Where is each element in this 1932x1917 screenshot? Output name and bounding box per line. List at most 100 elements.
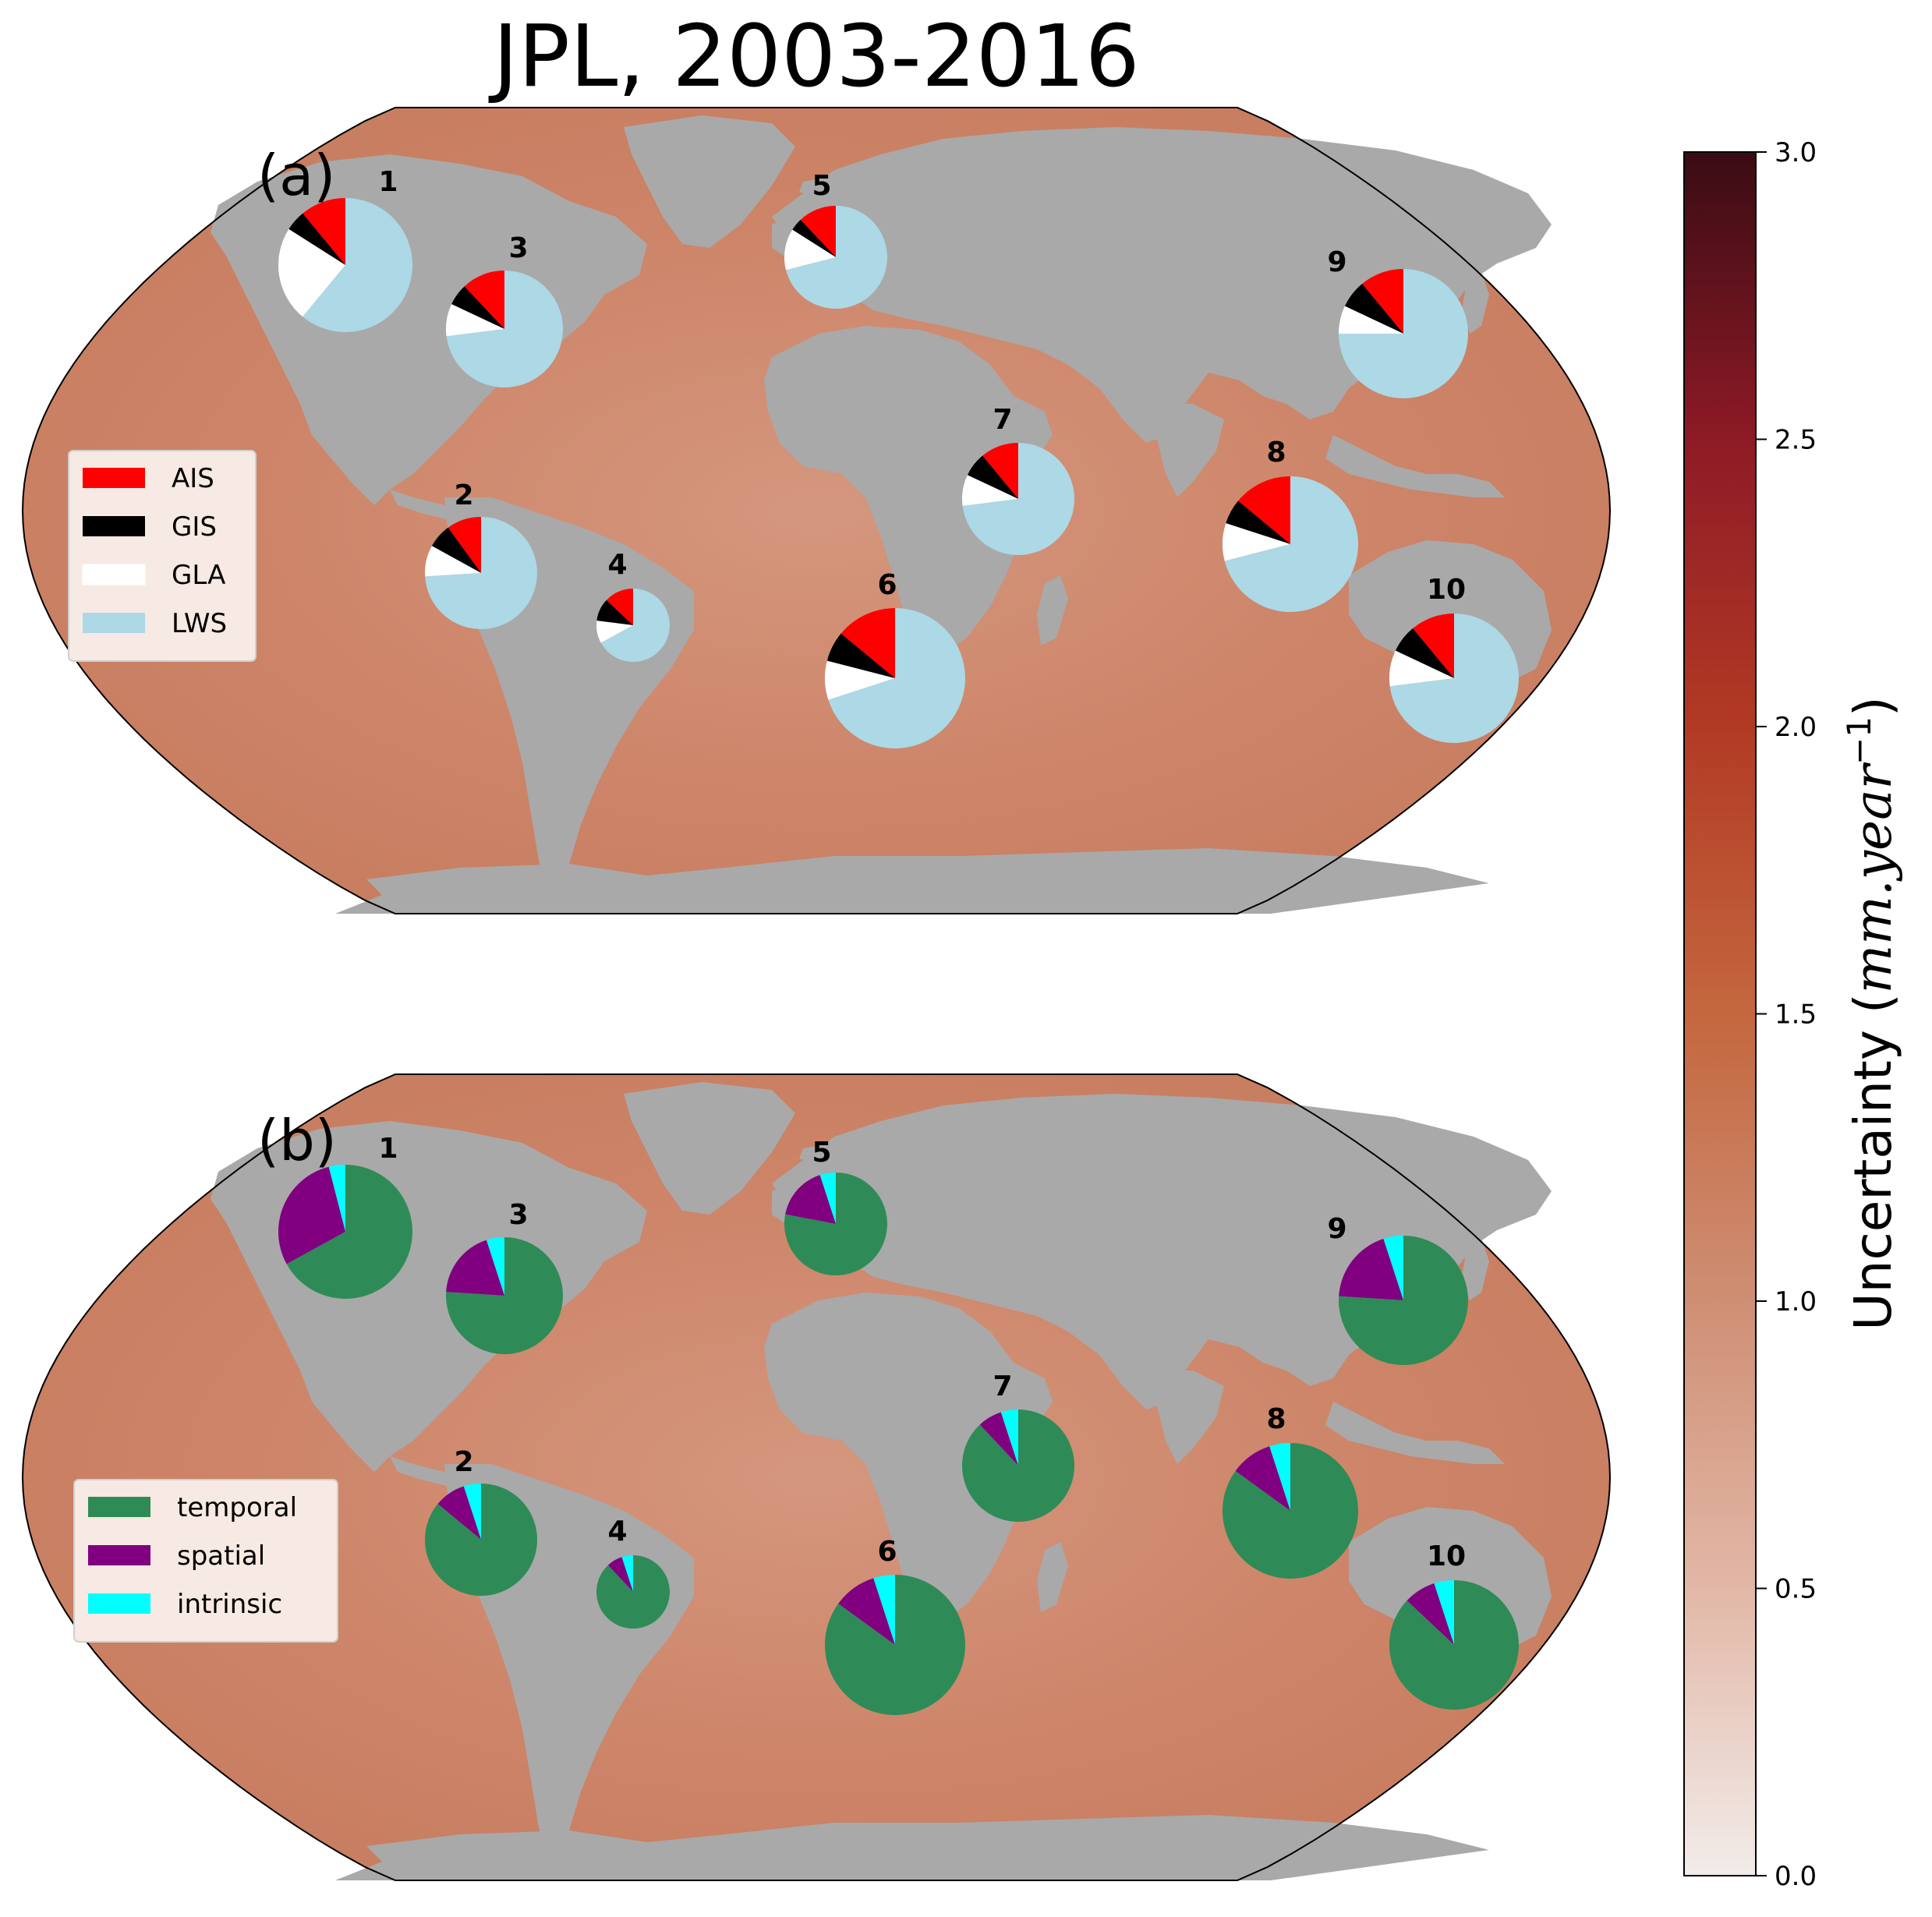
pie-slice-intrinsic <box>328 1165 345 1232</box>
antarctica-land <box>335 1815 1489 1880</box>
pie-slice-gis <box>967 455 1018 499</box>
panel-a: (a) 1 2 3 4 5 6 7 8 9 10 AIS GIS GLA LWS <box>21 107 1612 914</box>
region-number: 4 <box>607 549 627 581</box>
legend-swatch-gis <box>83 516 145 536</box>
region-number: 6 <box>877 569 897 601</box>
pie-region-3: 3 <box>445 232 563 387</box>
region-number: 1 <box>378 1133 398 1165</box>
pie-slice-gis <box>596 600 633 625</box>
region-number: 2 <box>454 1446 473 1478</box>
colorbar-tick-label: 2.0 <box>1775 712 1817 743</box>
japan-land <box>1462 271 1489 334</box>
region-number: 7 <box>993 404 1012 436</box>
pie-slice-gla <box>596 621 633 643</box>
colorbar-label-close: ) <box>1843 696 1903 716</box>
pie-slice-spatial <box>1339 1239 1403 1300</box>
pie-slice-intrinsic <box>1000 1409 1018 1466</box>
pie-slice-intrinsic <box>621 1555 633 1592</box>
pie-slice-ais <box>303 198 345 265</box>
pie-region-5: 5 <box>784 170 887 309</box>
madagascar-land <box>1037 575 1068 645</box>
region-number: 5 <box>812 170 831 202</box>
legend-box <box>68 450 257 662</box>
pie-slice-spatial <box>838 1578 895 1645</box>
pie-slice-gla <box>824 660 895 700</box>
pie-region-7: 7 <box>961 1371 1074 1522</box>
iceland-land <box>799 178 834 197</box>
pie-region-2: 2 <box>425 1446 538 1596</box>
pie-slice-gla <box>962 475 1018 507</box>
region-number: 9 <box>1327 1213 1346 1245</box>
region-number: 8 <box>1266 437 1286 469</box>
colorbar-tick-label: 1.0 <box>1775 1286 1817 1317</box>
pie-slice-lws <box>1389 614 1519 744</box>
pie-slice-ais <box>800 206 836 257</box>
pie-slice-spatial <box>607 1557 633 1592</box>
legend-label: intrinsic <box>177 1589 282 1620</box>
pie-slice-spatial <box>437 1486 481 1540</box>
india-land <box>1154 404 1224 497</box>
pie-slice-gis <box>826 633 895 678</box>
legend-label: GIS <box>172 511 217 543</box>
pie-slice-gis <box>1395 628 1454 678</box>
region-number: 1 <box>378 166 398 198</box>
region-number: 10 <box>1427 574 1466 606</box>
panel-label: (b) <box>257 1108 337 1173</box>
pie-slice-gla <box>445 304 504 337</box>
pie-region-5: 5 <box>784 1137 888 1276</box>
pie-slice-ais <box>982 443 1018 499</box>
pie-slice-temporal <box>1338 1236 1468 1365</box>
pie-slice-ais <box>448 517 481 573</box>
iceland-land <box>799 1144 834 1164</box>
pie-region-6: 6 <box>824 569 965 748</box>
legend-label: LWS <box>172 608 227 639</box>
colorbar-tick-label: 1.5 <box>1775 999 1817 1031</box>
pie-slice-ais <box>606 589 633 625</box>
pie-slice-ais <box>464 271 504 329</box>
pie-slice-lws <box>962 443 1075 555</box>
pie-slice-temporal <box>286 1165 413 1299</box>
pie-slice-lws <box>828 608 965 748</box>
pie-slice-lws <box>1224 476 1358 612</box>
pie-slice-spatial <box>1235 1446 1290 1511</box>
pie-slice-intrinsic <box>1383 1236 1403 1300</box>
pie-slice-intrinsic <box>486 1237 504 1296</box>
pie-slice-spatial <box>278 1166 345 1264</box>
legend-swatch-spatial <box>88 1545 150 1565</box>
pie-region-10: 10 <box>1389 574 1519 744</box>
africa-land <box>764 326 1053 653</box>
pie-region-3: 3 <box>446 1199 564 1355</box>
legend-swatch-gla <box>82 564 146 585</box>
pie-slice-intrinsic <box>1434 1579 1454 1645</box>
colorbar-ticks: 0.0 0.5 1.0 1.5 2.0 2.5 3.0 <box>1756 137 1817 1892</box>
pie-slice-gla <box>278 228 345 317</box>
region-number: 10 <box>1427 1540 1466 1572</box>
legend-b: temporal spatial intrinsic <box>73 1479 338 1643</box>
colorbar-tick-label: 0.5 <box>1775 1574 1817 1605</box>
pie-region-4: 4 <box>596 1516 671 1629</box>
colorbar-bar <box>1683 151 1757 1876</box>
pie-slice-lws <box>786 206 887 309</box>
region-number: 3 <box>508 1199 528 1231</box>
panel-b: (b) 1 2 3 4 5 6 7 8 9 10 temporal spatial intrinsic <box>21 1073 1612 1881</box>
pie-region-10: 10 <box>1389 1540 1520 1710</box>
region-number: 3 <box>508 232 528 264</box>
pie-slice-gis <box>451 286 504 329</box>
africa-land <box>764 1293 1053 1620</box>
region-number: 9 <box>1327 246 1346 278</box>
colorbar-tick-label: 3.0 <box>1775 137 1817 168</box>
pie-region-2: 2 <box>424 479 537 629</box>
pie-slice-intrinsic <box>1269 1443 1290 1511</box>
map-border <box>21 1073 1612 1881</box>
region-number: 2 <box>454 479 473 511</box>
pie-slice-ais <box>1362 269 1403 334</box>
pie-slice-lws <box>1339 269 1468 398</box>
colorbar-tick-label: 2.5 <box>1775 425 1817 456</box>
colorbar-label: Uncertainty (mm.year−1) <box>1840 696 1903 1330</box>
pie-region-1: 1 <box>278 166 413 332</box>
region-number: 7 <box>993 1371 1012 1402</box>
pie-slice-gis <box>792 219 836 257</box>
legend-swatch-lws <box>83 613 145 633</box>
pie-slice-temporal <box>1389 1580 1520 1710</box>
